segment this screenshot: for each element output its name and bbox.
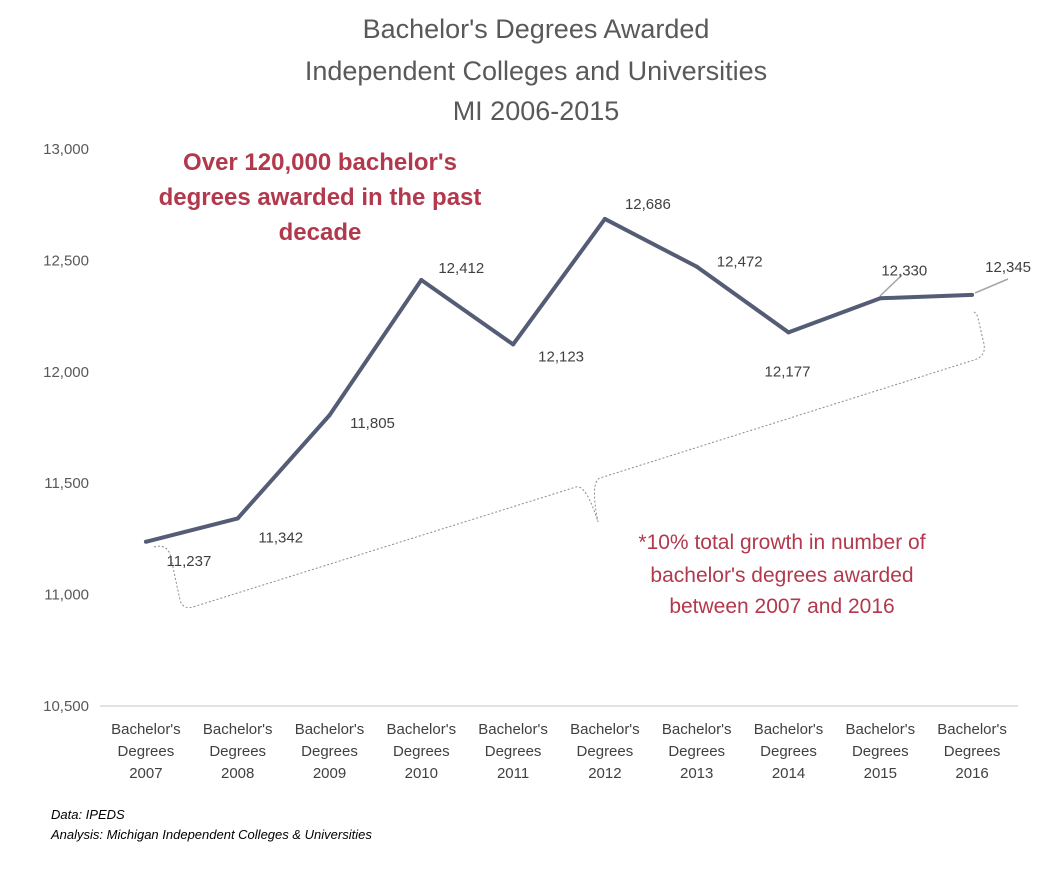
data-point	[419, 278, 424, 283]
data-point	[602, 216, 607, 221]
data-label: 12,177	[765, 363, 811, 380]
data-point	[694, 264, 699, 269]
data-label: 11,342	[258, 529, 303, 546]
x-tick-label: Bachelor's Degrees 2009	[295, 721, 365, 782]
data-point	[327, 413, 332, 418]
growth-annotation-line-3: between 2007 and 2016	[669, 595, 894, 618]
data-point	[970, 292, 975, 297]
growth-brace	[153, 311, 985, 608]
data-point	[786, 330, 791, 335]
y-tick-label: 11,000	[44, 587, 89, 604]
chart-title: Bachelor's Degrees Awarded Independent C…	[305, 14, 767, 126]
data-label: 11,805	[350, 415, 395, 432]
chart-title-line-2: Independent Colleges and Universities	[305, 56, 767, 86]
data-point	[235, 516, 240, 521]
source-analysis-line: Analysis: Michigan Independent Colleges …	[50, 827, 372, 842]
chart-title-line-1: Bachelor's Degrees Awarded	[363, 14, 710, 44]
data-point	[143, 539, 148, 544]
total-degrees-annotation-line-3: decade	[279, 219, 362, 246]
y-axis: 10,500 11,000 11,500 12,000 12,500 13,000	[43, 141, 89, 715]
growth-annotation-line-2: bachelor's degrees awarded	[650, 564, 913, 587]
total-degrees-annotation-line-2: degrees awarded in the past	[159, 184, 482, 211]
y-tick-label: 12,000	[43, 364, 89, 381]
total-degrees-annotation-line-1: Over 120,000 bachelor's	[183, 149, 457, 176]
x-tick-label: Bachelor's Degrees 2015	[846, 721, 916, 782]
y-tick-label: 12,500	[43, 252, 89, 269]
data-labels: 11,237 11,342 11,805 12,412 12,123 12,686 12,4…	[167, 196, 1032, 570]
x-tick-label: Bachelor's Degrees 2007	[111, 721, 181, 782]
total-degrees-annotation: Over 120,000 bachelor's degrees awarded …	[159, 149, 482, 246]
x-tick-label: Bachelor's Degrees 2011	[478, 721, 548, 782]
data-label: 12,123	[538, 348, 584, 365]
data-label: 12,345	[985, 259, 1031, 276]
growth-brace-path	[153, 311, 985, 608]
growth-annotation-line-1: *10% total growth in number of	[638, 531, 925, 554]
data-point	[511, 342, 516, 347]
leader-line-2016	[974, 278, 1009, 294]
label-leader-lines	[879, 274, 1009, 297]
y-tick-label: 11,500	[44, 475, 89, 492]
x-tick-label: Bachelor's Degrees 2014	[754, 721, 824, 782]
x-tick-label: Bachelor's Degrees 2012	[570, 721, 640, 782]
source-data-line: Data: IPEDS	[51, 807, 125, 822]
x-axis: Bachelor's Degrees 2007 Bachelor's Degrees 20…	[111, 721, 1007, 782]
x-tick-label: Bachelor's Degrees 2010	[387, 721, 457, 782]
data-point	[878, 296, 883, 301]
data-label: 12,412	[438, 260, 484, 277]
data-points	[143, 216, 975, 544]
growth-annotation: *10% total growth in number of bachelor'…	[638, 531, 925, 618]
data-label: 12,686	[625, 196, 671, 213]
data-label: 11,237	[167, 553, 212, 570]
chart-title-line-3: MI 2006-2015	[453, 96, 620, 126]
x-tick-label: Bachelor's Degrees 2016	[937, 721, 1007, 782]
x-tick-label: Bachelor's Degrees 2013	[662, 721, 732, 782]
y-tick-label: 13,000	[43, 141, 89, 158]
data-label: 12,472	[717, 254, 763, 271]
x-tick-label: Bachelor's Degrees 2008	[203, 721, 273, 782]
series-line	[145, 216, 973, 544]
leader-line-2015	[879, 274, 903, 297]
data-label: 12,330	[881, 262, 927, 279]
source-note: Data: IPEDS Analysis: Michigan Independe…	[50, 807, 372, 842]
y-tick-label: 10,500	[43, 698, 89, 715]
